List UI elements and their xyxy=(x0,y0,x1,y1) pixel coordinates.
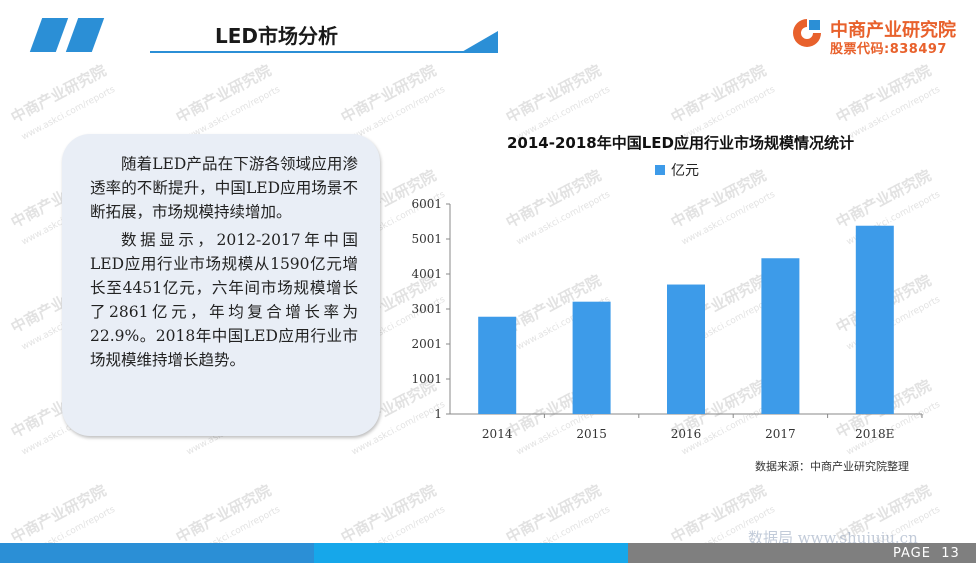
bar xyxy=(478,316,517,414)
legend-swatch xyxy=(655,165,665,175)
watermark-text: 中商产业研究院 xyxy=(337,61,440,127)
footer-bar xyxy=(0,543,314,563)
x-tick-label: 2014 xyxy=(482,427,513,441)
bar xyxy=(667,284,705,414)
page-number: PAGE 13 xyxy=(893,546,960,561)
logo-stock-code: 股票代码:838497 xyxy=(830,42,947,57)
watermark-text: 中商产业研究院 xyxy=(172,481,275,547)
y-tick-label: 3001 xyxy=(411,302,442,316)
y-tick-label: 1 xyxy=(434,407,442,421)
site-watermark: 数据局 www.shujuju.cn xyxy=(748,529,918,547)
y-tick-label: 1001 xyxy=(411,372,442,386)
y-tick-label: 6001 xyxy=(411,197,442,211)
chart-title: 2014-2018年中国LED应用行业市场规模情况统计 xyxy=(507,134,854,152)
summary-text-box: 随着LED产品在下游各领域应用渗透率的不断提升，中国LED应用场景不断拓展，市场… xyxy=(62,134,380,436)
logo-name: 中商产业研究院 xyxy=(830,20,956,41)
x-tick-label: 2015 xyxy=(576,427,607,441)
watermark-text: 中商产业研究院 xyxy=(172,61,275,127)
x-tick-label: 2017 xyxy=(765,427,796,441)
bar xyxy=(761,258,800,414)
page-title: LED市场分析 xyxy=(215,24,339,48)
watermark-text: 中商产业研究院 xyxy=(667,61,770,127)
page-number-value: 13 xyxy=(941,546,960,561)
header: LED市场分析 中商产业研究院 股票代码:838497 xyxy=(0,0,976,70)
bar xyxy=(855,225,894,414)
chart-source: 数据来源：中商产业研究院整理 xyxy=(755,460,909,473)
summary-paragraph: 数据显示，2012-2017年中国LED应用行业市场规模从1590亿元增长至44… xyxy=(90,231,358,369)
legend-label: 亿元 xyxy=(671,163,699,179)
watermark-text: 中商产业研究院 xyxy=(337,481,440,547)
x-tick-label: 2018E xyxy=(855,427,894,441)
watermark-text: 中商产业研究院 xyxy=(502,481,605,547)
watermark-text: 中商产业研究院 xyxy=(7,481,110,547)
title-underline xyxy=(150,51,480,53)
chart-legend: 亿元 xyxy=(655,160,699,180)
y-tick-label: 4001 xyxy=(411,267,442,281)
y-tick-label: 2001 xyxy=(411,337,442,351)
bar-chart: 2014-2018年中国LED应用行业市场规模情况统计 亿元 1 1001 2001… xyxy=(400,120,960,480)
company-logo: 中商产业研究院 股票代码:838497 xyxy=(790,16,970,57)
header-stripe xyxy=(65,18,105,52)
title-triangle xyxy=(460,31,498,53)
summary-paragraph: 随着LED产品在下游各领域应用渗透率的不断提升，中国LED应用场景不断拓展，市场… xyxy=(90,155,358,221)
footer-bar xyxy=(628,543,976,563)
logo-mark-icon xyxy=(793,19,821,47)
footer-bar xyxy=(314,543,628,563)
y-tick-label: 5001 xyxy=(411,232,442,246)
header-stripe xyxy=(29,18,69,52)
bar xyxy=(572,301,611,414)
watermark-text: 中商产业研究院 xyxy=(832,61,935,127)
page-label-text: PAGE xyxy=(893,546,931,561)
x-tick-label: 2016 xyxy=(671,427,702,441)
chart-plot: 1 1001 2001 3001 4001 5001 6001 2014 2015 2016 201… xyxy=(411,197,923,441)
watermark-text: 中商产业研究院 xyxy=(7,61,110,127)
watermark-text: 中商产业研究院 xyxy=(502,61,605,127)
